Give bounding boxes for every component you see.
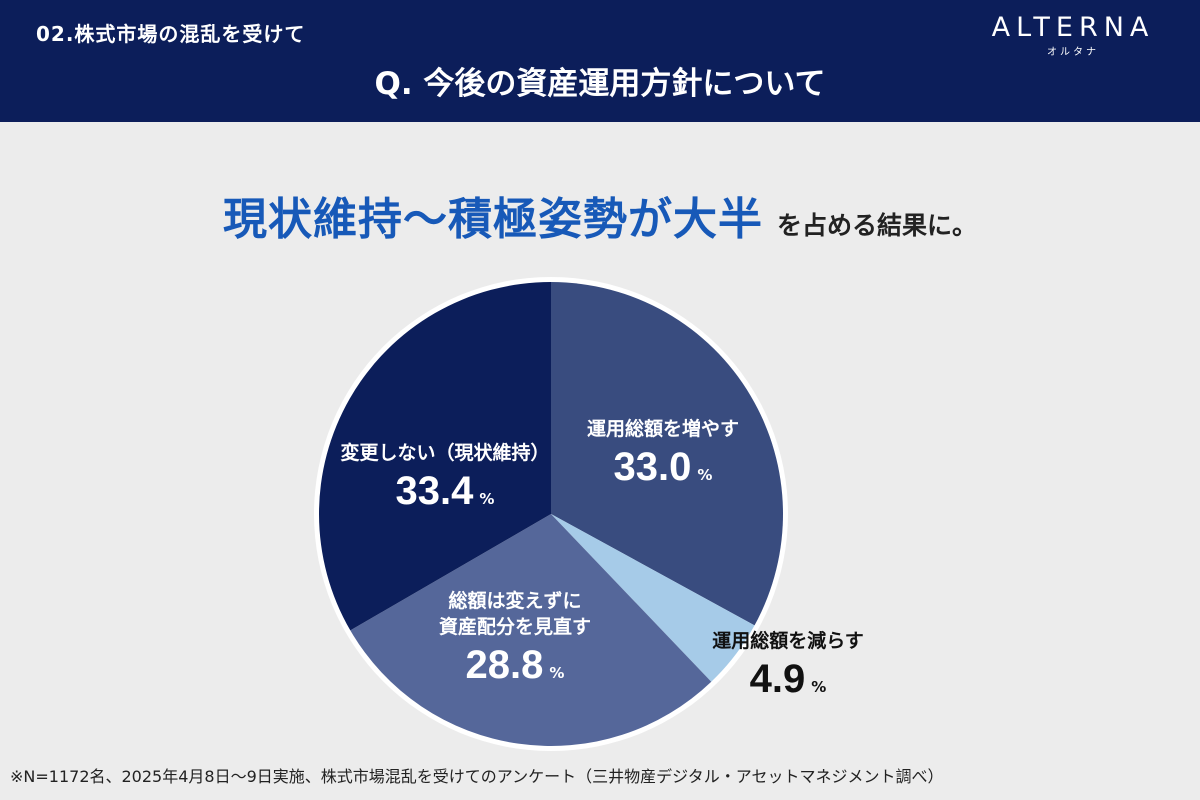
slice-value: 33.0 xyxy=(613,445,692,489)
slice-increase xyxy=(551,282,783,626)
slice-name-line-2: 資産配分を見直す xyxy=(438,616,591,638)
slice-label-decrease: 運用総額を減らす 4.9% xyxy=(688,628,888,704)
slice-value: 33.4 xyxy=(395,469,474,513)
question-title: Q. 今後の資産運用方針について xyxy=(374,66,826,102)
slice-name: 運用総額を増やす xyxy=(586,418,739,440)
slice-value: 4.9 xyxy=(749,657,806,701)
logo-wordmark: ALTERNA xyxy=(991,12,1155,43)
header-bar: 02.株式市場の混乱を受けて Q. 今後の資産運用方針について ALTERNA … xyxy=(0,0,1200,122)
slice-unit: % xyxy=(811,678,827,696)
slice-label-increase: 運用総額を増やす 33.0% xyxy=(558,416,768,492)
slice-unit: % xyxy=(479,490,495,508)
slice-decrease xyxy=(551,514,755,682)
logo-katakana: オルタナ xyxy=(1047,47,1099,58)
slice-value: 28.8 xyxy=(465,643,544,687)
headline: 現状維持〜積極姿勢が大半 を占める結果に。 xyxy=(0,183,1200,247)
section-label: 02.株式市場の混乱を受けて xyxy=(36,22,306,46)
slice-unit: % xyxy=(549,664,565,682)
slice-label-rebalance: 総額は変えずに 資産配分を見直す 28.8% xyxy=(400,588,630,690)
slice-label-no-change: 変更しない（現状維持） 33.4% xyxy=(310,440,580,516)
slice-unit: % xyxy=(697,466,713,484)
slice-no-change xyxy=(319,282,551,631)
headline-emphasis: 現状維持〜積極姿勢が大半 xyxy=(222,194,763,245)
slice-name-line-1: 総額は変えずに xyxy=(448,590,582,612)
slice-name: 変更しない（現状維持） xyxy=(340,442,550,464)
slice-rebalance xyxy=(350,514,712,746)
slice-name: 運用総額を減らす xyxy=(712,630,864,652)
brand-logo: ALTERNA オルタナ xyxy=(968,12,1178,58)
footnote: ※N=1172名、2025年4月8日〜9日実施、株式市場混乱を受けてのアンケート… xyxy=(10,767,944,786)
headline-rest: を占める結果に。 xyxy=(776,211,977,240)
